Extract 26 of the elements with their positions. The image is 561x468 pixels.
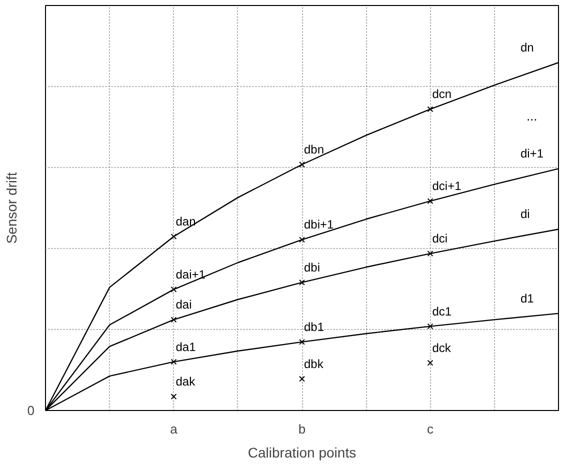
annotation: da1	[176, 340, 196, 354]
annotation: dbk	[304, 356, 324, 371]
annotation: db1	[304, 320, 324, 334]
annotation: dak	[176, 374, 196, 389]
annotation: dcn	[432, 87, 452, 102]
annotation: dbi+1	[304, 218, 334, 232]
series-label: di	[520, 207, 530, 222]
y-axis-title: Sensor drift	[3, 172, 20, 244]
annotation: dci+1	[432, 179, 462, 194]
annotation: dan	[176, 214, 196, 229]
series-label: di+1	[520, 146, 544, 161]
x-tick-label: a	[170, 422, 178, 436]
x-axis-title: Calibration points	[248, 444, 356, 460]
series-label: d1	[520, 291, 534, 306]
annotation: dbn	[304, 142, 324, 157]
text: 0	[27, 403, 35, 418]
annotation: dci	[432, 232, 448, 246]
x-tick-label: c	[427, 422, 434, 436]
annotation: dbi	[304, 260, 320, 274]
series-label: dn	[520, 40, 534, 55]
annotation: dc1	[432, 304, 452, 318]
annotation: ...	[526, 108, 538, 124]
annotation: dck	[432, 340, 452, 355]
annotation: dai+1	[176, 267, 206, 282]
annotation: dai	[176, 298, 192, 312]
x-tick-label: b	[298, 422, 306, 436]
